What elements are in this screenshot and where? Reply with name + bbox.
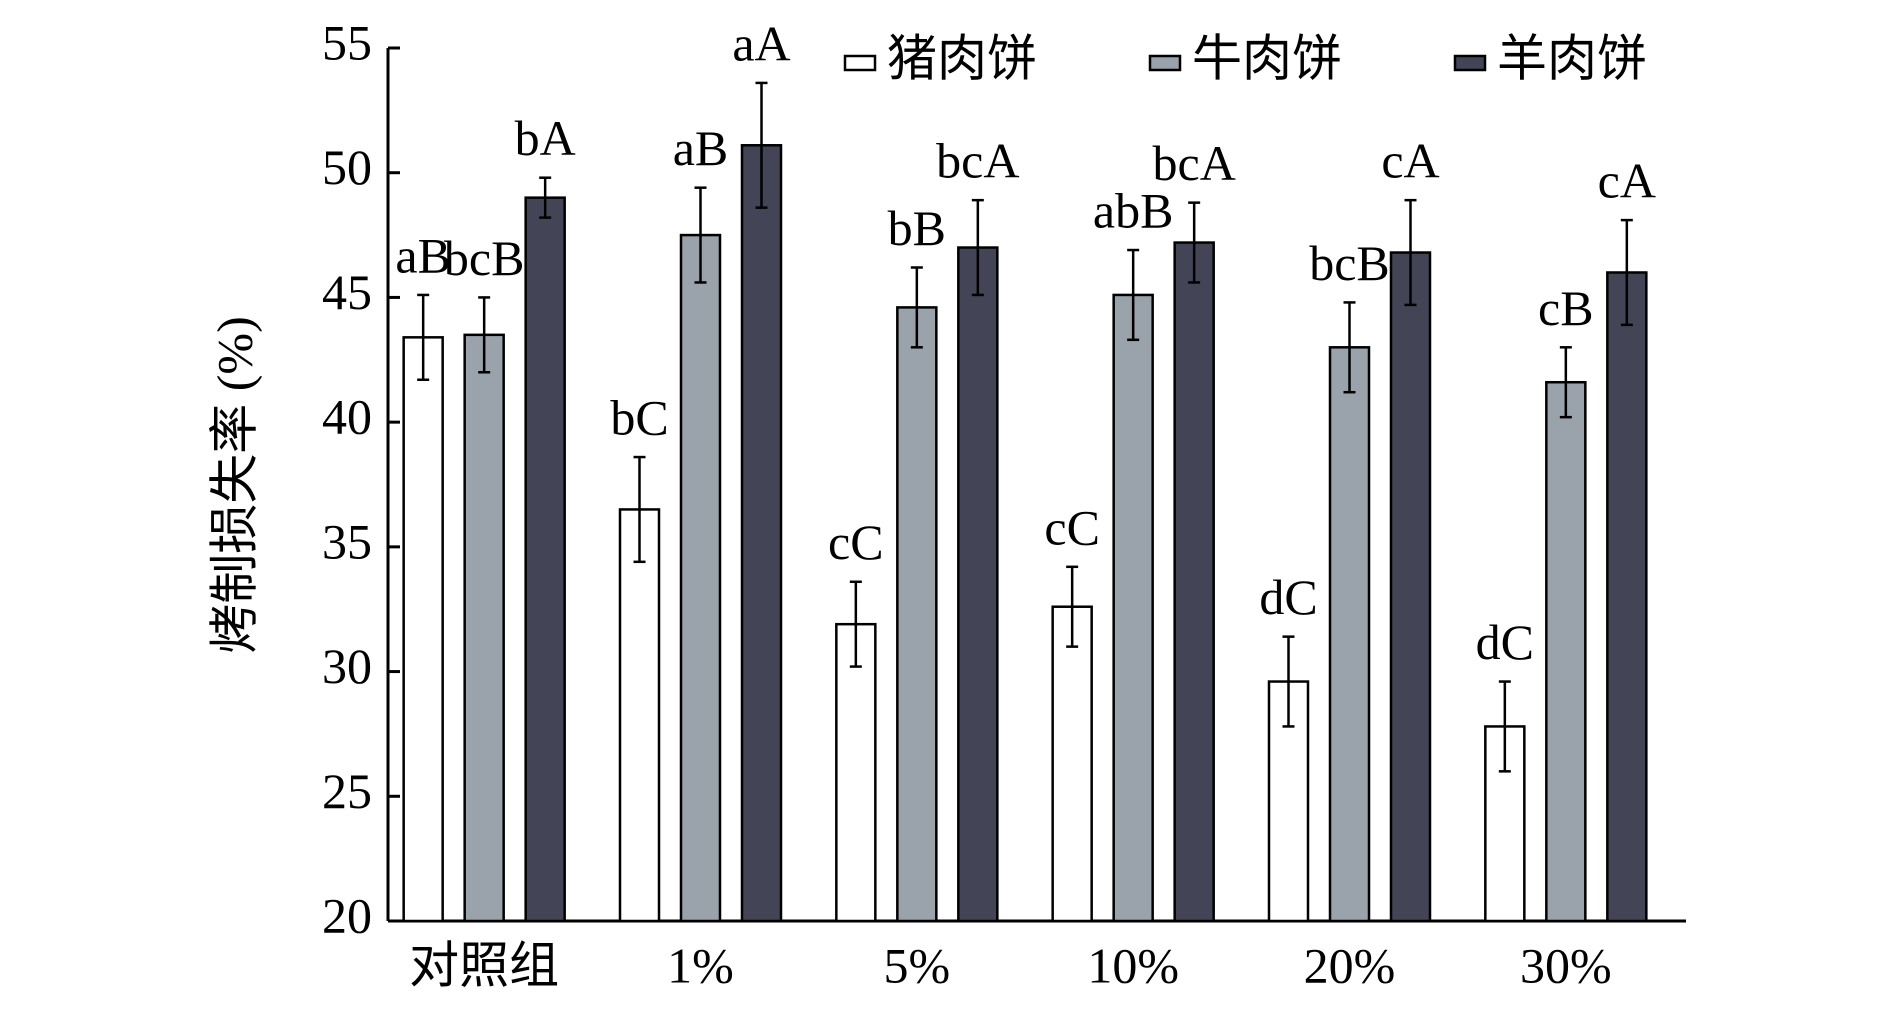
bar: [402, 336, 444, 923]
bar: [1051, 605, 1093, 923]
legend-label: 牛肉饼: [1192, 30, 1342, 86]
value-label: abB: [1093, 183, 1174, 239]
y-tick-label: 45: [322, 264, 372, 320]
value-label: dC: [1476, 614, 1534, 670]
legend-label: 羊肉饼: [1497, 30, 1647, 86]
y-axis-label: 烤制损失率 (%): [206, 316, 262, 653]
bar: [740, 144, 783, 923]
bar: [1545, 380, 1587, 923]
x-tick-label: 1%: [667, 937, 734, 993]
legend-swatch: [1453, 54, 1487, 72]
bar: [1112, 293, 1154, 923]
value-label: bcB: [444, 230, 525, 286]
value-label: bcA: [936, 133, 1019, 189]
value-label: aA: [732, 15, 790, 71]
value-label: aB: [673, 120, 729, 176]
value-label: cA: [1381, 133, 1439, 189]
y-tick-label: 35: [322, 513, 372, 569]
bar: [835, 622, 877, 923]
y-tick-label: 40: [322, 389, 372, 445]
y-tick-label: 25: [322, 763, 372, 819]
legend-swatch: [843, 54, 877, 72]
y-tick-label: 30: [322, 638, 372, 694]
x-tick-label: 10%: [1087, 937, 1179, 993]
value-label: bC: [610, 390, 668, 446]
y-tick-label: 55: [322, 14, 372, 70]
value-label: aB: [395, 227, 451, 283]
value-label: dC: [1259, 569, 1317, 625]
y-tick-label: 50: [322, 139, 372, 195]
bar: [1267, 680, 1310, 923]
legend-label: 猪肉饼: [887, 30, 1037, 86]
value-label: cC: [1044, 499, 1100, 555]
value-label: cC: [828, 514, 884, 570]
legend-swatch: [1148, 54, 1182, 72]
bar: [463, 333, 505, 923]
x-tick-label: 5%: [884, 937, 951, 993]
x-tick-label: 30%: [1520, 937, 1612, 993]
x-tick-label: 20%: [1304, 937, 1396, 993]
bar: [1328, 346, 1371, 923]
value-label: bcA: [1153, 135, 1236, 191]
bar: [957, 246, 999, 923]
bar: [524, 196, 566, 923]
bar: [1606, 271, 1648, 923]
bar: [679, 233, 722, 923]
bar: [618, 508, 661, 923]
value-label: bA: [515, 110, 576, 166]
value-label: cA: [1598, 153, 1656, 209]
bar: [1173, 241, 1215, 923]
value-label: bB: [888, 200, 946, 256]
bar: [896, 306, 938, 923]
value-label: cB: [1538, 280, 1594, 336]
x-tick-label: 对照组: [409, 937, 559, 993]
y-tick-label: 20: [322, 887, 372, 943]
bar: [1389, 251, 1432, 923]
value-label: bcB: [1309, 235, 1390, 291]
